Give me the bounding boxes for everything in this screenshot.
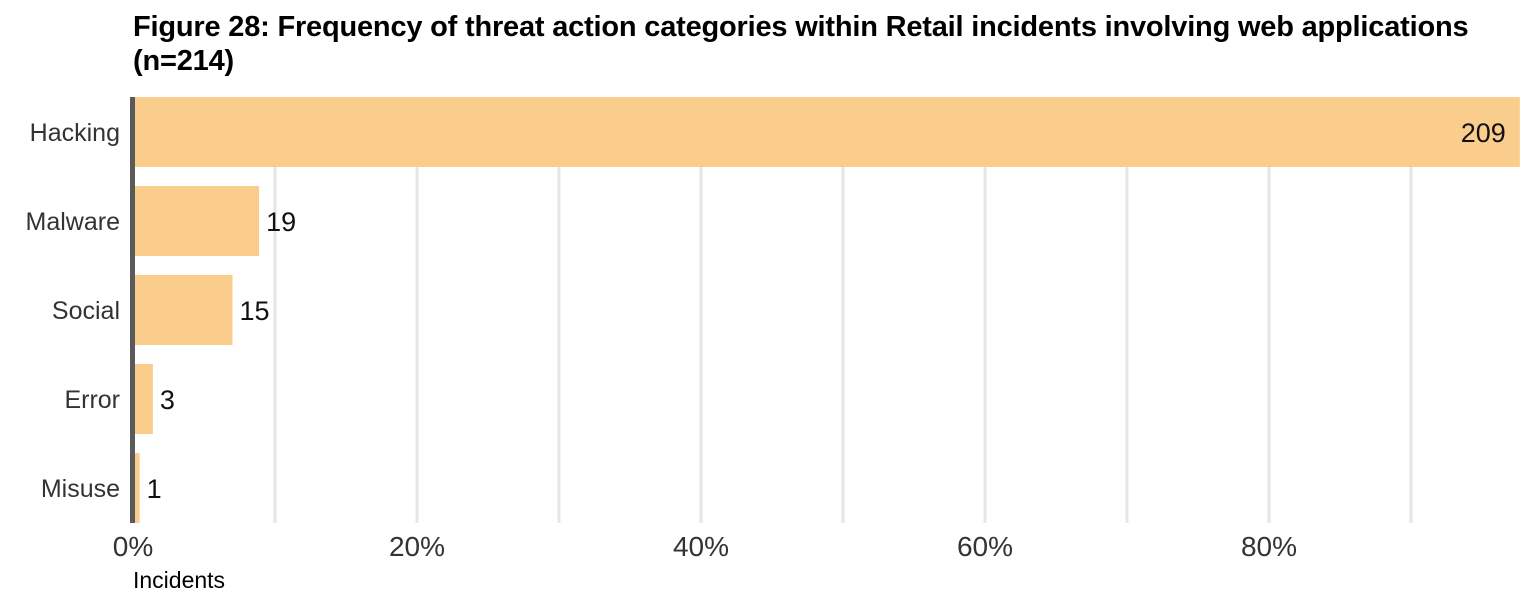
value-label: 3 (160, 385, 175, 415)
category-label: Error (64, 386, 120, 414)
x-axis-label: Incidents (133, 567, 225, 593)
bar-malware (133, 186, 260, 256)
x-tick-labels: 0% 20% 40% 60% 80% (113, 531, 1297, 562)
value-labels: 209 19 15 3 1 (147, 118, 1506, 504)
value-label: 209 (1461, 118, 1506, 148)
bars (133, 97, 1520, 523)
value-label: 19 (266, 207, 296, 237)
gridlines (273, 97, 1413, 523)
x-tick-label: 80% (1241, 531, 1297, 562)
category-label: Social (52, 297, 120, 325)
x-tick-label: 60% (957, 531, 1013, 562)
bar-misuse (133, 453, 140, 523)
bar-error (133, 364, 153, 434)
chart-title: Figure 28: Frequency of threat action ca… (133, 11, 1469, 77)
bar-social (133, 275, 233, 345)
value-label: 1 (147, 474, 162, 504)
category-labels: Hacking Malware Social Error Misuse (26, 119, 120, 503)
x-tick-label: 40% (673, 531, 729, 562)
x-tick-label: 20% (389, 531, 445, 562)
category-label: Misuse (41, 475, 120, 503)
y-axis-baseline (130, 97, 135, 523)
category-label: Hacking (30, 119, 120, 147)
category-label: Malware (26, 208, 120, 236)
bar-hacking (133, 97, 1520, 167)
value-label: 15 (240, 296, 270, 326)
x-tick-label: 0% (113, 531, 153, 562)
